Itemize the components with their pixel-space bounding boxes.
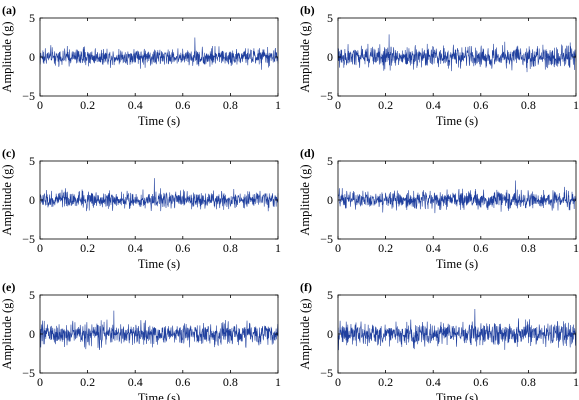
x-axis-label: Time (s) xyxy=(138,114,180,128)
x-tick-label: 1 xyxy=(573,375,579,389)
y-tick-label: −5 xyxy=(22,366,35,380)
y-tick-label: −5 xyxy=(320,232,333,246)
x-tick-label: 0 xyxy=(37,375,43,389)
x-tick-label: 0.6 xyxy=(175,98,190,112)
y-tick-label: 0 xyxy=(327,50,333,64)
x-tick-label: 0.4 xyxy=(426,241,441,255)
x-tick-label: 0.2 xyxy=(80,375,95,389)
signal-series-line xyxy=(337,180,577,214)
y-tick-label: −5 xyxy=(320,89,333,103)
x-tick-label: 0.2 xyxy=(378,375,393,389)
panel-label: (a) xyxy=(2,3,16,17)
signal-series-line xyxy=(39,310,279,351)
signal-series-line xyxy=(39,37,279,70)
x-tick-label: 0.4 xyxy=(128,375,143,389)
x-tick-label: 1 xyxy=(573,98,579,112)
x-tick-label: 0.8 xyxy=(521,241,536,255)
x-tick-label: 0 xyxy=(37,98,43,112)
x-axis-label: Time (s) xyxy=(138,391,180,400)
y-tick-label: 5 xyxy=(29,154,35,168)
y-tick-label: −5 xyxy=(22,232,35,246)
panel-label: (f) xyxy=(300,280,312,294)
panel-label: (c) xyxy=(2,146,15,160)
y-axis-label: Amplitude (g) xyxy=(298,21,312,92)
x-tick-label: 0 xyxy=(335,98,341,112)
x-axis-label: Time (s) xyxy=(138,257,180,271)
x-tick-label: 0.8 xyxy=(223,241,238,255)
x-tick-label: 0 xyxy=(37,241,43,255)
y-tick-label: 5 xyxy=(29,11,35,25)
y-axis-label: Amplitude (g) xyxy=(0,164,14,235)
x-tick-label: 0.2 xyxy=(80,98,95,112)
x-tick-label: 0.4 xyxy=(426,375,441,389)
signal-series-line xyxy=(39,178,279,212)
x-tick-label: 0.2 xyxy=(378,98,393,112)
x-tick-label: 0.2 xyxy=(80,241,95,255)
panel-label: (e) xyxy=(2,280,15,294)
x-tick-label: 1 xyxy=(275,375,281,389)
x-tick-label: 1 xyxy=(275,241,281,255)
x-tick-label: 0.8 xyxy=(521,98,536,112)
x-axis-label: Time (s) xyxy=(436,257,478,271)
x-tick-label: 0.4 xyxy=(128,241,143,255)
y-tick-label: 5 xyxy=(327,288,333,302)
x-tick-label: 1 xyxy=(573,241,579,255)
y-axis-label: Amplitude (g) xyxy=(298,164,312,235)
panel-label: (d) xyxy=(300,146,315,160)
x-tick-label: 0 xyxy=(335,375,341,389)
x-tick-label: 0.8 xyxy=(521,375,536,389)
x-tick-label: 0.8 xyxy=(223,375,238,389)
y-tick-label: 0 xyxy=(327,193,333,207)
y-tick-label: −5 xyxy=(320,366,333,380)
x-tick-label: 0.6 xyxy=(473,375,488,389)
x-tick-label: 0.6 xyxy=(473,241,488,255)
x-tick-label: 0.4 xyxy=(426,98,441,112)
x-tick-label: 0.6 xyxy=(175,375,190,389)
y-tick-label: 0 xyxy=(29,327,35,341)
y-tick-label: 5 xyxy=(327,11,333,25)
panel-label: (b) xyxy=(300,3,315,17)
x-axis-label: Time (s) xyxy=(436,114,478,128)
y-axis-label: Amplitude (g) xyxy=(298,298,312,369)
x-tick-label: 1 xyxy=(275,98,281,112)
y-axis-label: Amplitude (g) xyxy=(0,298,14,369)
y-tick-label: 0 xyxy=(29,50,35,64)
y-tick-label: 0 xyxy=(327,327,333,341)
x-tick-label: 0.4 xyxy=(128,98,143,112)
x-tick-label: 0 xyxy=(335,241,341,255)
x-tick-label: 0.6 xyxy=(175,241,190,255)
x-tick-label: 0.8 xyxy=(223,98,238,112)
signal-series-line xyxy=(337,309,577,351)
y-axis-label: Amplitude (g) xyxy=(0,21,14,92)
x-tick-label: 0.2 xyxy=(378,241,393,255)
x-tick-label: 0.6 xyxy=(473,98,488,112)
y-tick-label: −5 xyxy=(22,89,35,103)
x-axis-label: Time (s) xyxy=(436,391,478,400)
y-tick-label: 5 xyxy=(29,288,35,302)
signal-series-line xyxy=(337,34,577,73)
y-tick-label: 0 xyxy=(29,193,35,207)
y-tick-label: 5 xyxy=(327,154,333,168)
